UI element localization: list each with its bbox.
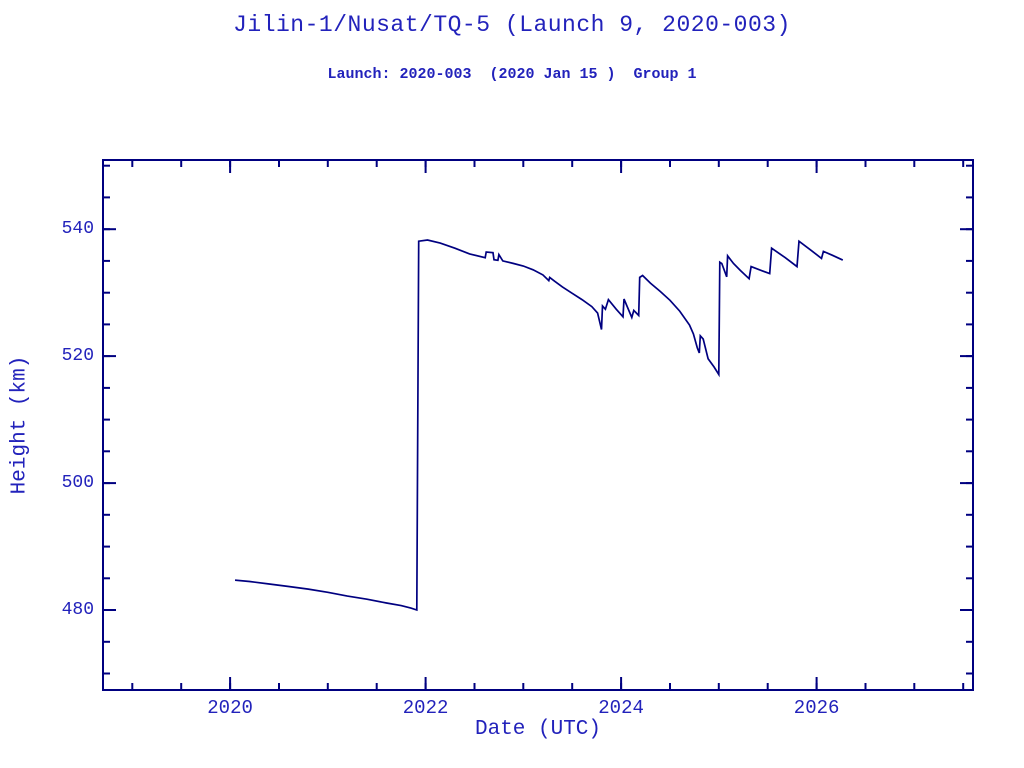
x-tick-label: 2020 — [207, 697, 253, 719]
x-ticks — [131, 160, 965, 690]
y-tick-label: 520 — [61, 346, 94, 367]
y-tick-label: 500 — [61, 473, 94, 494]
axis-box — [102, 159, 974, 691]
chart-subtitle: Launch: 2020-003 (2020 Jan 15 ) Group 1 — [327, 66, 697, 83]
x-tick-label: 2026 — [793, 697, 840, 719]
y-tick-label: 540 — [61, 219, 94, 240]
chart-title: Jilin-1/Nusat/TQ-5 (Launch 9, 2020-003) — [233, 12, 791, 38]
x-tick-label: 2022 — [402, 697, 449, 719]
x-axis-label: Date (UTC) — [474, 718, 602, 741]
x-tick-label: 2024 — [598, 697, 644, 719]
y-ticks — [103, 164, 973, 675]
y-tick-label: 480 — [61, 600, 94, 621]
data-line — [234, 239, 844, 612]
y-axis-label-text: Height (km) — [8, 355, 32, 495]
